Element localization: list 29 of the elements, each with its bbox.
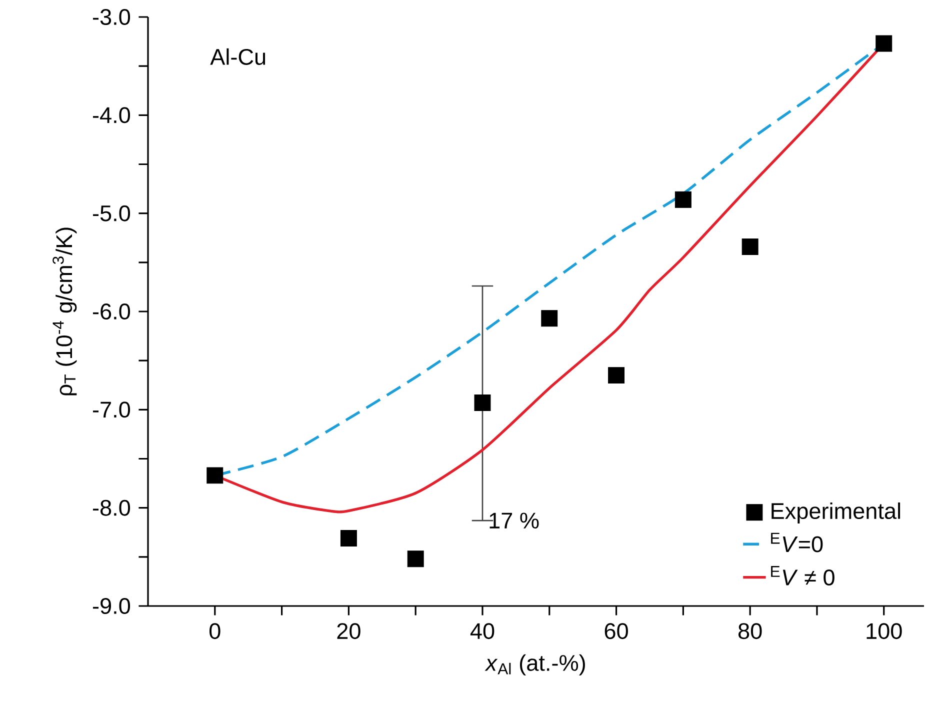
point [340,530,357,546]
y-tick-label: -6.0 [93,304,130,320]
point [608,367,625,384]
x-tick-label: 100 [866,623,902,640]
point [541,310,558,327]
x-axis-title: x$_{Al}$ (at.-%) [484,654,585,676]
x-tick-label: 20 [337,623,360,640]
y-tick-label: -4.0 [93,107,130,124]
point [674,191,692,208]
y-tick-label: -5.0 [93,205,130,222]
x-tick-label: 80 [738,623,762,640]
x-tick-label: 40 [470,623,494,640]
legend-label: $^{E}$V=0 [771,532,823,552]
y-tick-label: -7.0 [93,402,130,418]
legend-label: Experimental [772,502,900,524]
y-tick-label: -8.0 [93,500,130,516]
x-tick-label: 0 [209,623,220,640]
point [876,35,892,52]
annotation: Al-Cu [210,48,266,65]
point [206,467,224,484]
y-axis-title: ρ$_{T}$ (10$^{-4}$ g/cm$^{3}$/K) [52,228,77,396]
point [407,550,424,568]
point [474,394,491,412]
annotation: 17 % [490,512,539,528]
legend-label: $^{E}$V ≠ 0 [771,566,834,586]
point [742,238,758,255]
y-tick-label: -9.0 [93,598,130,614]
x-tick-label: 60 [604,623,628,640]
y-tick-label: -3.0 [93,9,130,26]
